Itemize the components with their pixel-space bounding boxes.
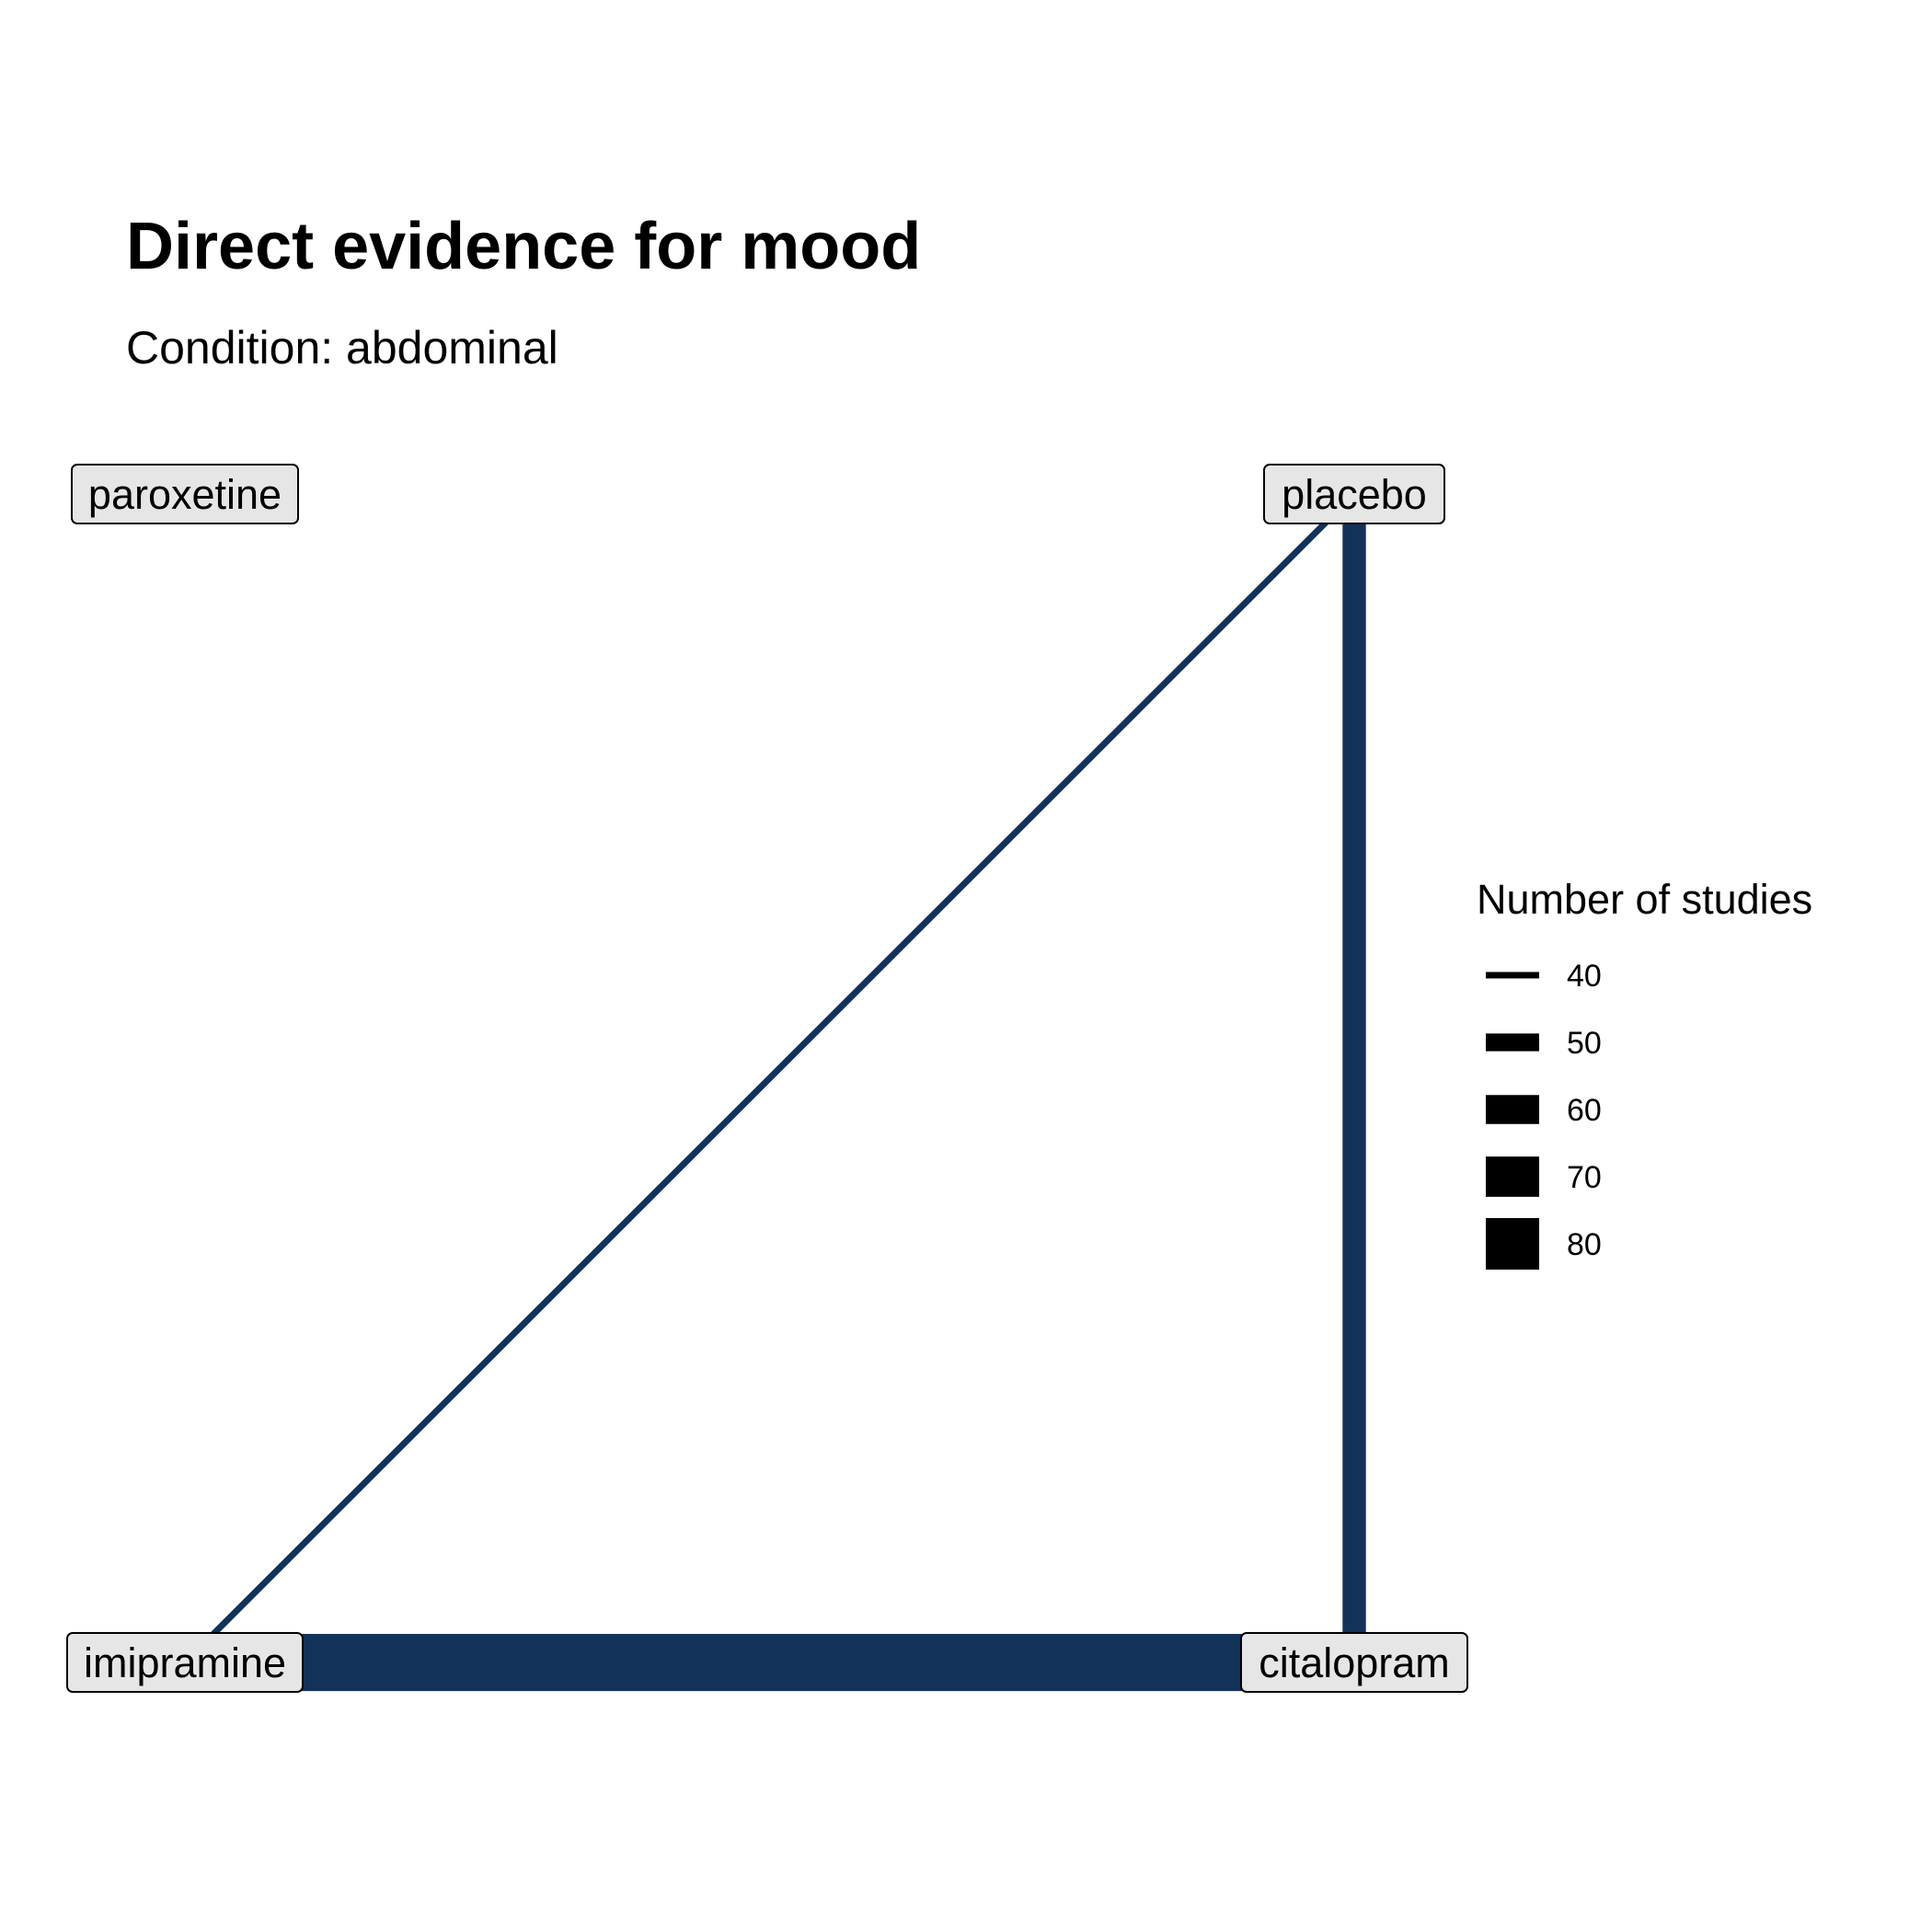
legend: Number of studies 40 50 60 70 80: [1477, 876, 1812, 1270]
edge-imipramine-placebo: [182, 491, 1357, 1665]
node-label-citalopram: citalopram: [1259, 1639, 1450, 1686]
node-box-placebo: [1263, 464, 1445, 524]
node-box-citalopram: [1240, 1632, 1468, 1693]
legend-label-80: 80: [1567, 1227, 1602, 1262]
node-box-paroxetine: [71, 464, 299, 524]
legend-label-70: 70: [1567, 1160, 1602, 1195]
legend-label-50: 50: [1567, 1026, 1602, 1061]
legend-label-60: 60: [1567, 1093, 1602, 1128]
legend-key-80: [1486, 1218, 1539, 1270]
legend-key-40: [1486, 972, 1539, 979]
chart-subtitle: Condition: abdominal: [126, 322, 558, 374]
legend-key-60: [1486, 1095, 1539, 1124]
legend-key-50: [1486, 1033, 1539, 1052]
node-box-imipramine: [66, 1632, 304, 1693]
node-paroxetine: paroxetine: [71, 464, 299, 524]
node-label-placebo: placebo: [1282, 471, 1427, 518]
edge-layer: [182, 491, 1366, 1692]
node-label-paroxetine: paroxetine: [88, 471, 282, 518]
node-layer: paroxetine placebo imipramine citalopram: [66, 464, 1468, 1693]
legend-title: Number of studies: [1477, 876, 1812, 923]
node-label-imipramine: imipramine: [84, 1639, 286, 1686]
node-imipramine: imipramine: [66, 1632, 304, 1693]
legend-items: 40 50 60 70 80: [1486, 959, 1602, 1270]
legend-key-70: [1486, 1156, 1539, 1197]
legend-label-40: 40: [1567, 959, 1602, 994]
node-citalopram: citalopram: [1240, 1632, 1468, 1693]
chart-title: Direct evidence for mood: [126, 210, 922, 283]
node-placebo: placebo: [1263, 464, 1445, 524]
